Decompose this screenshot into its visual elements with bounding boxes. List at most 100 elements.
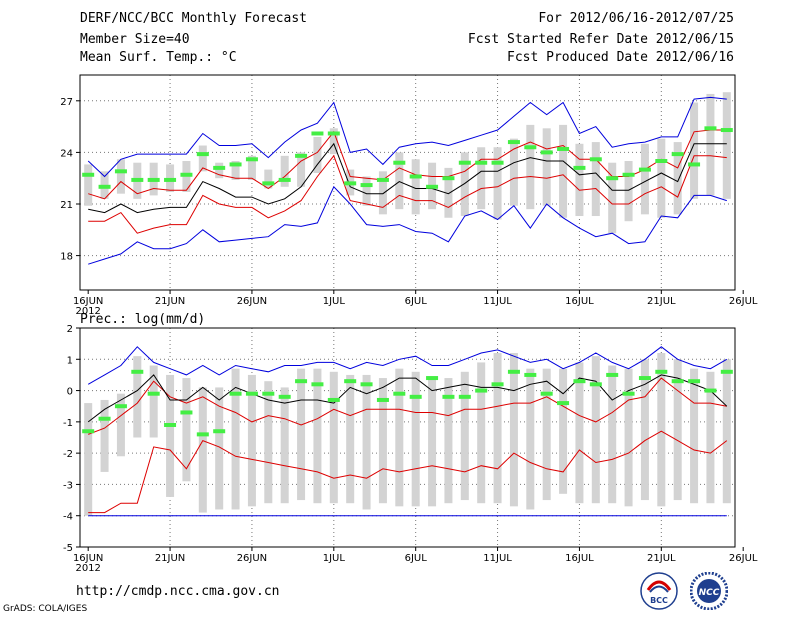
prec-ensemble-box — [509, 353, 518, 507]
prec-ensemble-box — [280, 387, 289, 504]
temp-ensemble-box — [477, 147, 486, 210]
temp-observed-marker — [540, 150, 553, 155]
temp-frame — [79, 74, 736, 291]
prec-frame — [79, 327, 736, 548]
temp-ensemble-box — [329, 128, 338, 155]
temp-ensemble-box — [378, 171, 387, 215]
grads-credit: GrADS: COLA/IGES — [3, 604, 88, 614]
prec-minus-1sd-line — [88, 430, 728, 514]
temp-ensemble-box — [624, 161, 633, 222]
prec-ensemble-box — [706, 371, 715, 504]
temp-observed-marker — [180, 172, 193, 177]
prec-observed-marker — [147, 391, 160, 396]
prec-observed-marker — [393, 391, 406, 396]
temp-observed-marker — [589, 157, 602, 162]
temp-observed-marker — [622, 172, 635, 177]
prec-observed-marker — [524, 372, 537, 377]
temp-ensemble-box — [264, 169, 273, 189]
prec-observed-marker — [638, 376, 651, 381]
temp-x-tick-label: 21JUL — [647, 296, 676, 307]
temp-ensemble-box — [706, 93, 715, 196]
prec-observed-marker — [475, 388, 488, 393]
temp-ensemble-box — [198, 145, 207, 172]
temp-x-year-label: 2012 — [75, 306, 100, 317]
prec-plus-1sd-line — [88, 377, 727, 435]
prec-ensemble-box — [198, 387, 207, 513]
temp-y-tick-label: 24 — [60, 148, 73, 159]
prec-ensemble-box — [346, 374, 355, 504]
temp-observed-marker — [147, 177, 160, 182]
temp-ensemble-box — [247, 155, 256, 180]
temp-observed-marker — [426, 184, 439, 189]
prec-observed-marker — [573, 379, 586, 384]
temp-observed-marker — [688, 162, 701, 167]
member-size-label: Member Size=40 — [80, 32, 190, 47]
temp-ensemble-box — [493, 147, 502, 220]
prec-observed-marker — [458, 394, 471, 399]
prec-x-tick-label: 21JUL — [647, 553, 676, 564]
temp-observed-marker — [311, 131, 324, 136]
prec-ensemble-box — [100, 399, 109, 472]
prec-ensemble-box — [231, 368, 240, 510]
prec-observed-marker — [98, 416, 111, 421]
prec-ensemble-box — [575, 362, 584, 504]
prec-x-tick-label: 21JUN — [155, 553, 185, 564]
prec-ensemble-box — [362, 374, 371, 510]
prec-x-tick-label: 16JUL — [565, 553, 594, 564]
prec-y-tick-label: 1 — [67, 355, 73, 366]
prec-observed-marker — [507, 369, 520, 374]
prec-ensemble-box — [460, 371, 469, 501]
prec-observed-marker — [245, 391, 258, 396]
temp-observed-marker — [196, 152, 209, 157]
prec-observed-marker — [409, 394, 422, 399]
prec-ensemble-box — [624, 368, 633, 507]
ncc-logo-text: NCC — [699, 588, 720, 598]
temp-y-tick-label: 18 — [60, 252, 73, 263]
prec-y-tick-label: -5 — [63, 543, 73, 554]
prec-ensemble-box — [411, 371, 420, 507]
prec-ensemble-box — [591, 356, 600, 504]
prec-observed-marker — [655, 369, 668, 374]
prec-observed-marker — [491, 382, 504, 387]
precipitation-variable-label: Prec.: log(mm/d) — [80, 312, 206, 327]
prec-y-tick-label: -1 — [63, 418, 73, 429]
temp-ensemble-box — [395, 152, 404, 210]
prec-observed-marker — [426, 376, 439, 381]
prec-x-tick-label: 26JUN — [237, 553, 267, 564]
prec-ensemble-box — [657, 353, 666, 507]
prec-observed-marker — [704, 388, 717, 393]
temp-observed-marker — [655, 159, 668, 163]
prec-ensemble-box — [526, 368, 535, 510]
temp-minus-1sd-line — [88, 154, 727, 234]
prec-max-line — [87, 346, 728, 385]
prec-ensemble-box — [133, 356, 142, 438]
temp-x-tick-label: 26JUN — [237, 296, 267, 307]
temp-observed-marker — [98, 184, 111, 189]
temp-ensemble-box — [559, 124, 568, 218]
temp-ensemble-box — [591, 142, 600, 217]
temp-observed-marker — [360, 183, 373, 188]
temp-observed-marker — [442, 176, 455, 181]
prec-observed-marker — [589, 382, 602, 387]
temp-x-tick-label: 26JUL — [729, 296, 758, 307]
temp-max-line — [87, 96, 727, 178]
prec-ensemble-box — [722, 359, 731, 504]
prec-observed-marker — [344, 379, 357, 384]
prec-ensemble-box — [313, 368, 322, 504]
prec-observed-marker — [229, 391, 242, 396]
temp-ensemble-box — [297, 152, 306, 187]
temp-observed-marker — [82, 172, 95, 177]
temp-ensemble-box — [460, 152, 469, 217]
website-url[interactable]: http://cmdp.ncc.cma.gov.cn — [76, 584, 280, 599]
prec-x-year-label: 2012 — [75, 563, 100, 574]
prec-observed-marker — [360, 382, 373, 387]
prec-x-tick-label: 11JUL — [483, 553, 512, 564]
prec-ensemble-box — [329, 371, 338, 504]
prec-ensemble-box — [182, 378, 191, 482]
prec-ensemble-box — [477, 362, 486, 504]
prec-y-tick-label: -4 — [63, 512, 73, 523]
temp-observed-marker — [376, 177, 389, 182]
temp-x-tick-label: 21JUN — [155, 296, 185, 307]
temp-observed-marker — [114, 169, 127, 174]
prec-observed-marker — [196, 432, 209, 437]
